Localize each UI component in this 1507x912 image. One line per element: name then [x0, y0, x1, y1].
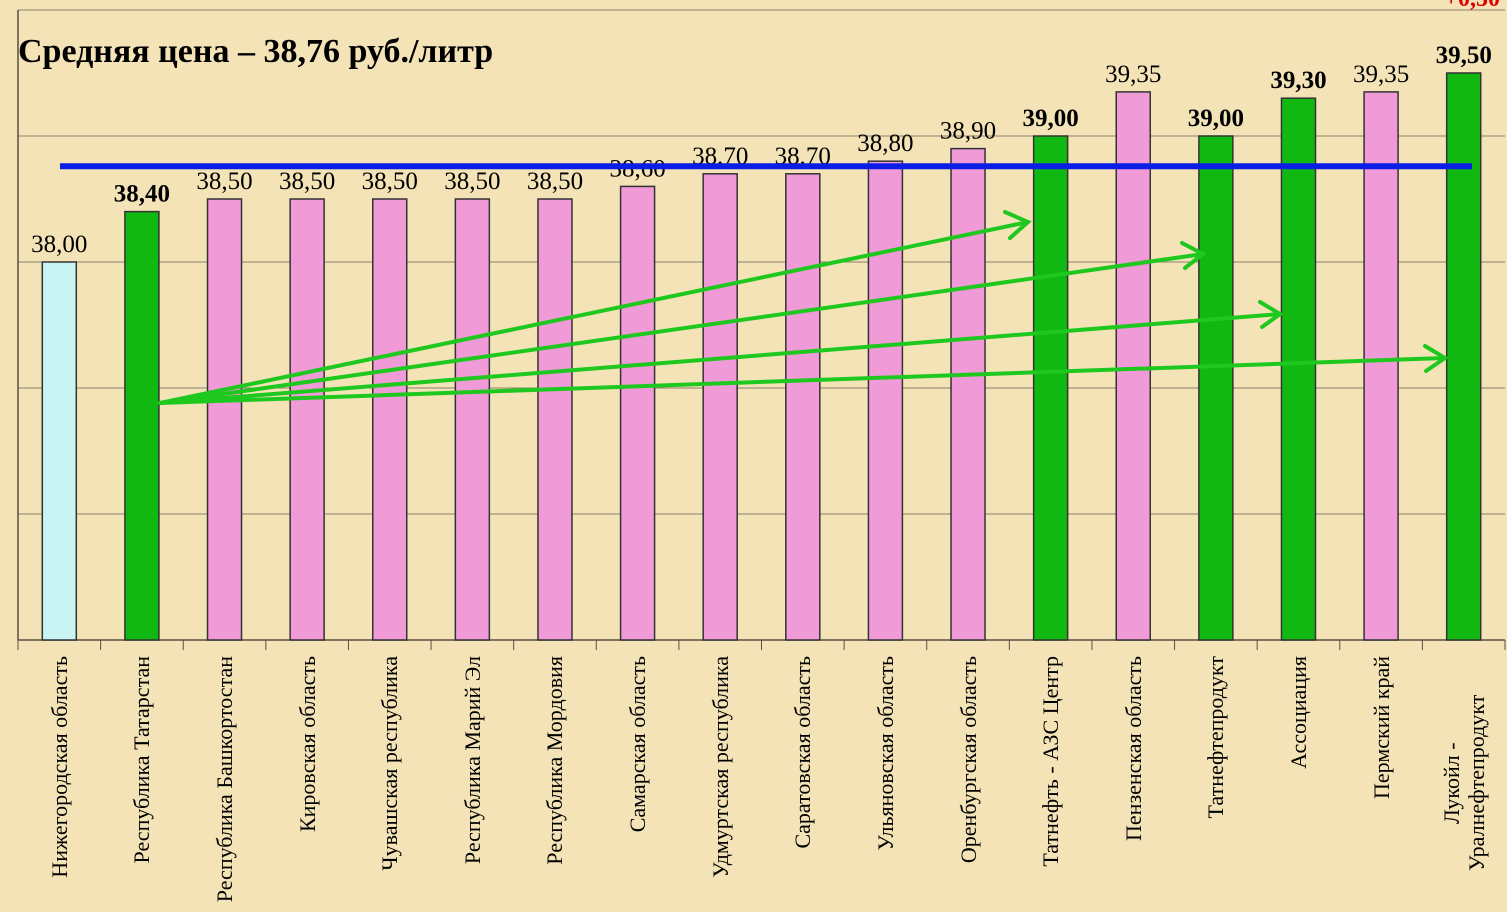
- arrow: [158, 312, 1282, 405]
- bar: [1198, 135, 1234, 641]
- bar: [41, 261, 78, 641]
- value-label: 39,35: [1105, 61, 1161, 88]
- x-tick-label-box: Пензенская область: [1092, 656, 1174, 912]
- x-tick-label-box: Лукойл - Уралнефтепродукт: [1423, 656, 1505, 912]
- annotation: +0,50: [1444, 0, 1500, 12]
- bar: [124, 210, 160, 641]
- x-tick-label: Кировская область: [294, 656, 320, 833]
- x-tick-label-box: Нижегородская область: [18, 656, 100, 912]
- value-label: 38,00: [31, 231, 87, 258]
- x-tick-label-box: Самарская область: [597, 656, 679, 912]
- x-tick-label: Саратовская область: [790, 656, 816, 849]
- value-label: 38,80: [857, 130, 913, 157]
- bar: [372, 198, 408, 641]
- x-tick-label-box: Ассоциация: [1257, 656, 1339, 912]
- x-tick-label-box: Ульяновская область: [844, 656, 926, 912]
- x-tick-label: Нижегородская область: [46, 656, 72, 878]
- x-tick-label-box: Саратовская область: [762, 656, 844, 912]
- bar: [1115, 91, 1151, 641]
- arrow: [158, 252, 1205, 405]
- value-label: 39,35: [1353, 61, 1409, 88]
- bar: [785, 173, 821, 641]
- bar: [1032, 135, 1069, 641]
- value-label: 39,00: [1188, 105, 1244, 132]
- x-tick-label-box: Чувашская республика: [349, 656, 431, 912]
- value-label: 38,50: [279, 168, 335, 195]
- x-tick-label-box: Кировская область: [266, 656, 348, 912]
- x-tick-label-box: Республика Марий Эл: [431, 656, 513, 912]
- x-tick-label-box: Республика Татарстан: [101, 656, 183, 912]
- bar: [206, 198, 243, 641]
- value-label: 39,30: [1270, 67, 1326, 94]
- arrow-head: [1180, 241, 1207, 270]
- x-tick-label: Республика Марий Эл: [459, 656, 485, 865]
- x-tick-label-box: Удмуртская республика: [679, 656, 761, 912]
- bar: [537, 198, 573, 641]
- value-label: 39,00: [1023, 105, 1079, 132]
- x-tick-label: Республика Мордовия: [542, 656, 568, 865]
- x-tick-label: Республика Башкортостан: [212, 656, 238, 903]
- x-tick-label: Татнефтепродукт: [1203, 656, 1229, 819]
- x-tick-label-box: Татнефтепродукт: [1175, 656, 1257, 912]
- value-label: 38,50: [444, 168, 500, 195]
- x-tick-label-box: Республика Башкортостан: [184, 656, 266, 912]
- bar: [867, 160, 904, 641]
- x-tick-label-box: Республика Мордовия: [514, 656, 596, 912]
- value-label: 38,40: [114, 181, 170, 208]
- x-tick-label: Лукойл - Уралнефтепродукт: [1438, 694, 1489, 872]
- value-label: 38,90: [940, 118, 996, 145]
- value-label: 38,50: [196, 168, 252, 195]
- x-tick-label: Удмуртская республика: [707, 656, 733, 878]
- arrows: [158, 210, 1449, 405]
- arrow-head: [1258, 300, 1284, 329]
- arrow: [158, 220, 1030, 405]
- x-tick-label-box: Татнефть - АЗС Центр: [1010, 656, 1092, 912]
- chart-title: Средняя цена – 38,76 руб./литр: [18, 33, 493, 70]
- bar: [619, 185, 656, 641]
- x-tick-label: Чувашская республика: [377, 656, 403, 871]
- x-tick-label: Татнефть - АЗС Центр: [1038, 656, 1064, 867]
- x-tick-label: Ульяновская область: [872, 656, 898, 851]
- arrow-head: [1003, 210, 1032, 240]
- x-tick-label: Республика Татарстан: [129, 656, 155, 864]
- value-label: 38,50: [362, 168, 418, 195]
- bar: [1363, 91, 1399, 641]
- value-label: 39,50: [1436, 42, 1492, 69]
- bar: [1445, 72, 1482, 641]
- bar: [289, 198, 325, 641]
- x-tick-label: Ассоциация: [1285, 656, 1311, 769]
- bar: [702, 173, 738, 641]
- x-tick-label: Пензенская область: [1120, 656, 1146, 841]
- bar: [950, 147, 986, 641]
- bar: [1280, 97, 1317, 641]
- bar: [454, 198, 491, 641]
- arrow-head: [1423, 344, 1449, 373]
- value-label: 38,50: [527, 168, 583, 195]
- x-tick-label: Самарская область: [625, 656, 651, 833]
- x-tick-label-box: Пермский край: [1340, 656, 1422, 912]
- x-tick-label-box: Оренбургская область: [927, 656, 1009, 912]
- x-tick-label: Пермский край: [1368, 656, 1394, 799]
- arrow: [158, 356, 1447, 405]
- x-tick-label: Оренбургская область: [955, 656, 981, 864]
